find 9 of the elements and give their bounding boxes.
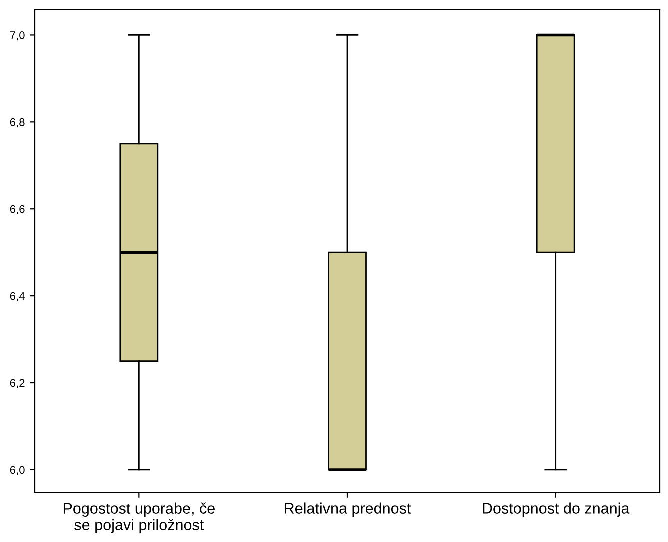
x-tick-label: Pogostost uporabe, če se pojavi priložnost (64, 502, 215, 534)
x-tick-label: Dostopnost do znanja (483, 502, 630, 517)
x-tick-label: Relativna prednost (285, 502, 412, 517)
y-tick-label: 7,0 (10, 31, 25, 41)
y-tick-label: 6,8 (10, 118, 25, 128)
y-tick-label: 6,2 (10, 379, 25, 388)
y-tick-label: 6,6 (10, 205, 25, 215)
y-tick-label: 6,0 (10, 466, 25, 476)
y-tick-label: 6,4 (10, 292, 25, 302)
